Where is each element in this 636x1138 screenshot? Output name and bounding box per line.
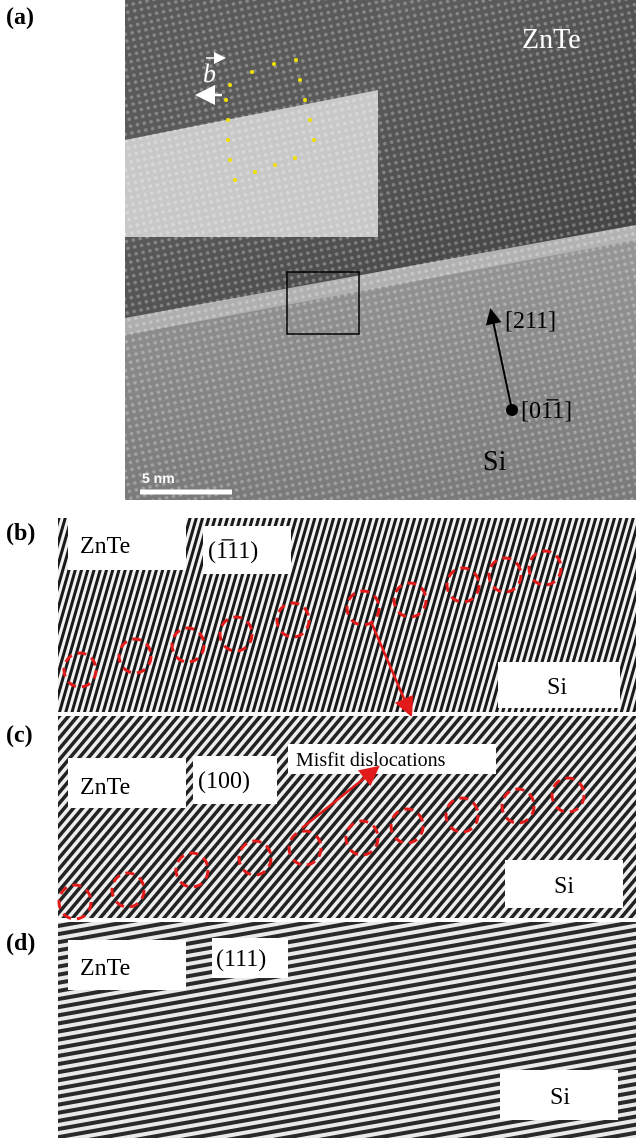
panel-b: (b) ZnTe (1̅11) Si <box>6 518 636 712</box>
panel-label: (b) <box>6 520 35 546</box>
phase-label: ZnTe <box>80 533 130 559</box>
annotation: Misfit dislocations <box>296 749 446 771</box>
panel-label: (a) <box>6 4 34 30</box>
direction-label: [211] <box>505 308 556 334</box>
panel-label: (d) <box>6 930 35 956</box>
figure: b (a) ZnTe [211] [01̅1] Si 5 nm (b) ZnTe… <box>0 0 636 1138</box>
phase-label: Si <box>547 674 567 700</box>
phase-label: ZnTe <box>80 774 130 800</box>
scale-bar-label: 5 nm <box>142 470 175 486</box>
panel-label: (c) <box>6 722 33 748</box>
panel-d: (d) ZnTe (111) Si <box>6 922 636 1138</box>
plane-label: (1̅11) <box>208 538 258 564</box>
panel-a: b (a) ZnTe [211] [01̅1] Si 5 nm <box>6 0 636 500</box>
phase-label: Si <box>554 873 574 899</box>
plane-label: (100) <box>198 768 250 794</box>
plane-label: (111) <box>216 946 266 972</box>
phase-label: Si <box>550 1084 570 1110</box>
phase-label: Si <box>483 446 507 477</box>
burgers-vector: b <box>203 59 216 88</box>
phase-label: ZnTe <box>522 24 581 55</box>
panel-c: (c) ZnTe (100) Misfit dislocations Si <box>6 716 636 919</box>
phase-label: ZnTe <box>80 955 130 981</box>
direction-label: [01̅1] <box>521 398 572 424</box>
